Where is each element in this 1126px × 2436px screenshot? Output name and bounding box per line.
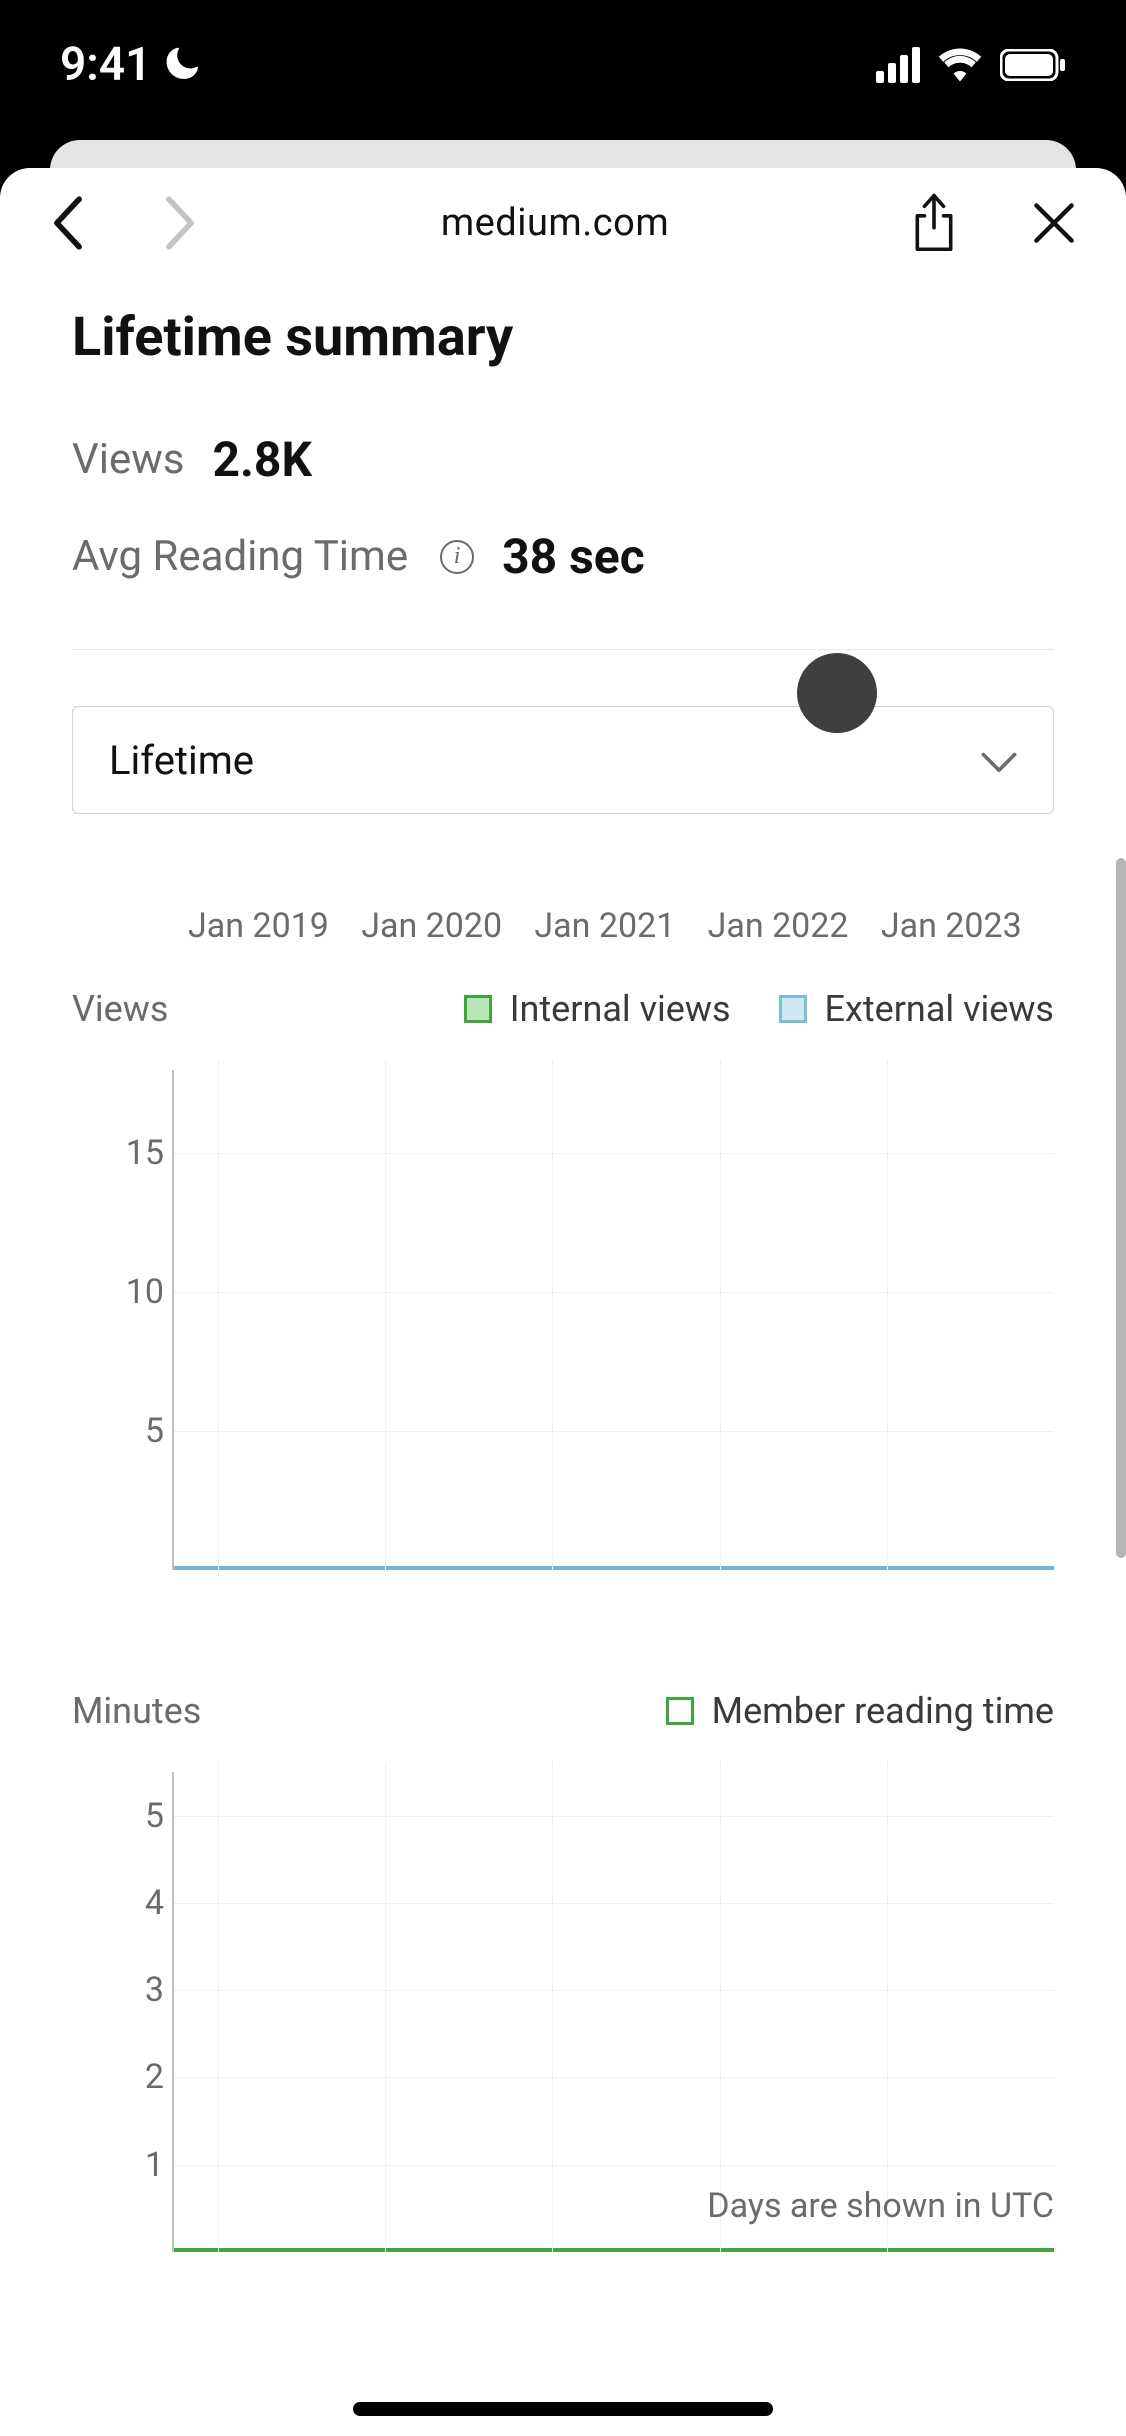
forward-button[interactable] xyxy=(156,199,204,247)
legend-label: External views xyxy=(825,988,1054,1030)
do-not-disturb-icon xyxy=(165,46,203,84)
views-chart-y-label: Views xyxy=(72,988,232,1030)
views-label: Views xyxy=(72,435,184,484)
section-divider xyxy=(72,649,1054,650)
browser-bar: medium.com xyxy=(0,168,1126,278)
views-value: 2.8K xyxy=(212,431,312,488)
views-chart-x-tick: Jan 2021 xyxy=(534,906,707,946)
views-chart: Jan 2019Jan 2020Jan 2021Jan 2022Jan 2023… xyxy=(72,906,1054,1570)
webview-sheet: medium.com Lifetime summary Views 2.8K A… xyxy=(0,168,1126,2436)
legend-swatch xyxy=(464,995,492,1023)
share-button[interactable] xyxy=(906,195,962,251)
legend-swatch xyxy=(779,995,807,1023)
minutes-chart-legend: Minutes Member reading time xyxy=(72,1690,1054,1732)
legend-item[interactable]: Internal views xyxy=(464,988,731,1030)
minutes-chart-y-label: Minutes xyxy=(72,1690,232,1732)
back-button[interactable] xyxy=(44,199,92,247)
views-chart-legend: Views Internal views External views xyxy=(72,988,1054,1030)
status-time: 9:41 xyxy=(60,38,151,92)
views-chart-x-tick: Jan 2022 xyxy=(708,906,881,946)
status-bar: 9:41 xyxy=(0,0,1126,130)
info-icon[interactable]: i xyxy=(440,540,474,574)
views-chart-x-tick: Jan 2020 xyxy=(361,906,534,946)
views-chart-y-tick: 10 xyxy=(126,1272,164,1312)
minutes-chart-y-tick: 1 xyxy=(145,2145,164,2185)
views-chart-x-tick: Jan 2023 xyxy=(881,906,1054,946)
legend-item[interactable]: External views xyxy=(779,988,1054,1030)
legend-item[interactable]: Member reading time xyxy=(666,1690,1054,1732)
views-chart-plot[interactable]: 5 10 15 xyxy=(72,1070,1054,1570)
legend-swatch xyxy=(666,1697,694,1725)
cellular-signal-icon xyxy=(876,47,920,83)
minutes-chart-plot[interactable]: 1 2 3 4 5 xyxy=(72,1772,1054,2252)
minutes-chart-y-tick: 4 xyxy=(145,1883,164,1923)
chevron-down-icon xyxy=(981,737,1017,784)
page-title: Lifetime summary xyxy=(72,306,1054,369)
home-indicator[interactable] xyxy=(353,2402,773,2416)
legend-label: Member reading time xyxy=(712,1690,1054,1732)
minutes-chart-y-tick: 2 xyxy=(145,2057,164,2097)
avg-reading-time-label: Avg Reading Time xyxy=(72,532,408,581)
views-chart-x-ticks: Jan 2019Jan 2020Jan 2021Jan 2022Jan 2023 xyxy=(72,906,1054,946)
wifi-icon xyxy=(938,48,982,82)
minutes-chart-y-tick: 3 xyxy=(145,1970,164,2010)
scroll-indicator[interactable] xyxy=(1116,858,1126,1558)
timeframe-selected: Lifetime xyxy=(109,737,254,784)
views-chart-baseline xyxy=(174,1566,1054,1570)
views-chart-x-tick: Jan 2019 xyxy=(188,906,361,946)
minutes-chart-y-tick: 5 xyxy=(145,1796,164,1836)
battery-icon xyxy=(1000,49,1066,81)
minutes-chart-baseline xyxy=(174,2248,1054,2252)
timeframe-dropdown[interactable]: Lifetime xyxy=(72,706,1054,814)
views-stat: Views 2.8K xyxy=(72,431,1054,488)
avg-reading-time-value: 38 sec xyxy=(502,528,645,585)
minutes-chart: Minutes Member reading time 1 2 3 4 5 xyxy=(72,1690,1054,2252)
legend-label: Internal views xyxy=(510,988,731,1030)
utc-note: Days are shown in UTC xyxy=(707,2186,1054,2226)
close-button[interactable] xyxy=(1026,195,1082,251)
avg-reading-time-stat: Avg Reading Time i 38 sec xyxy=(72,528,1054,585)
url-display[interactable]: medium.com xyxy=(441,201,669,245)
views-chart-y-tick: 5 xyxy=(145,1411,164,1451)
views-chart-y-tick: 15 xyxy=(126,1133,164,1173)
touch-indicator-dot xyxy=(797,653,877,733)
